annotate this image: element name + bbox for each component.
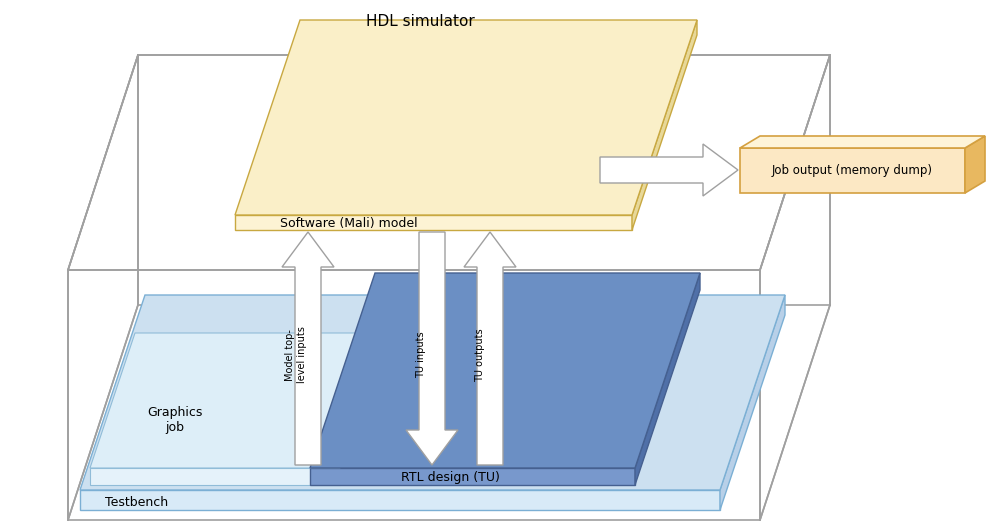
Text: Model top-
level inputs: Model top- level inputs [285,327,307,384]
Text: HDL simulator: HDL simulator [366,14,475,29]
Polygon shape [965,136,985,193]
Polygon shape [282,232,334,465]
Polygon shape [720,295,785,510]
Text: Job output (memory dump): Job output (memory dump) [772,164,933,177]
Text: Software (Mali) model: Software (Mali) model [280,218,417,230]
Polygon shape [600,144,738,196]
Polygon shape [310,273,700,468]
Text: TU inputs: TU inputs [416,331,426,378]
Polygon shape [740,136,985,148]
Polygon shape [90,333,385,468]
Text: Testbench: Testbench [105,495,168,509]
Polygon shape [235,215,632,230]
Polygon shape [740,148,965,193]
Text: TU outputs: TU outputs [475,328,485,382]
Text: Graphics
job: Graphics job [148,406,203,434]
Polygon shape [310,468,635,485]
Polygon shape [406,232,458,465]
Polygon shape [464,232,516,465]
Text: RTL design (TU): RTL design (TU) [400,471,499,485]
Polygon shape [340,333,385,485]
Polygon shape [80,295,785,490]
Polygon shape [90,468,340,485]
Polygon shape [235,20,697,215]
Polygon shape [632,20,697,230]
Polygon shape [635,273,700,485]
Polygon shape [80,490,720,510]
